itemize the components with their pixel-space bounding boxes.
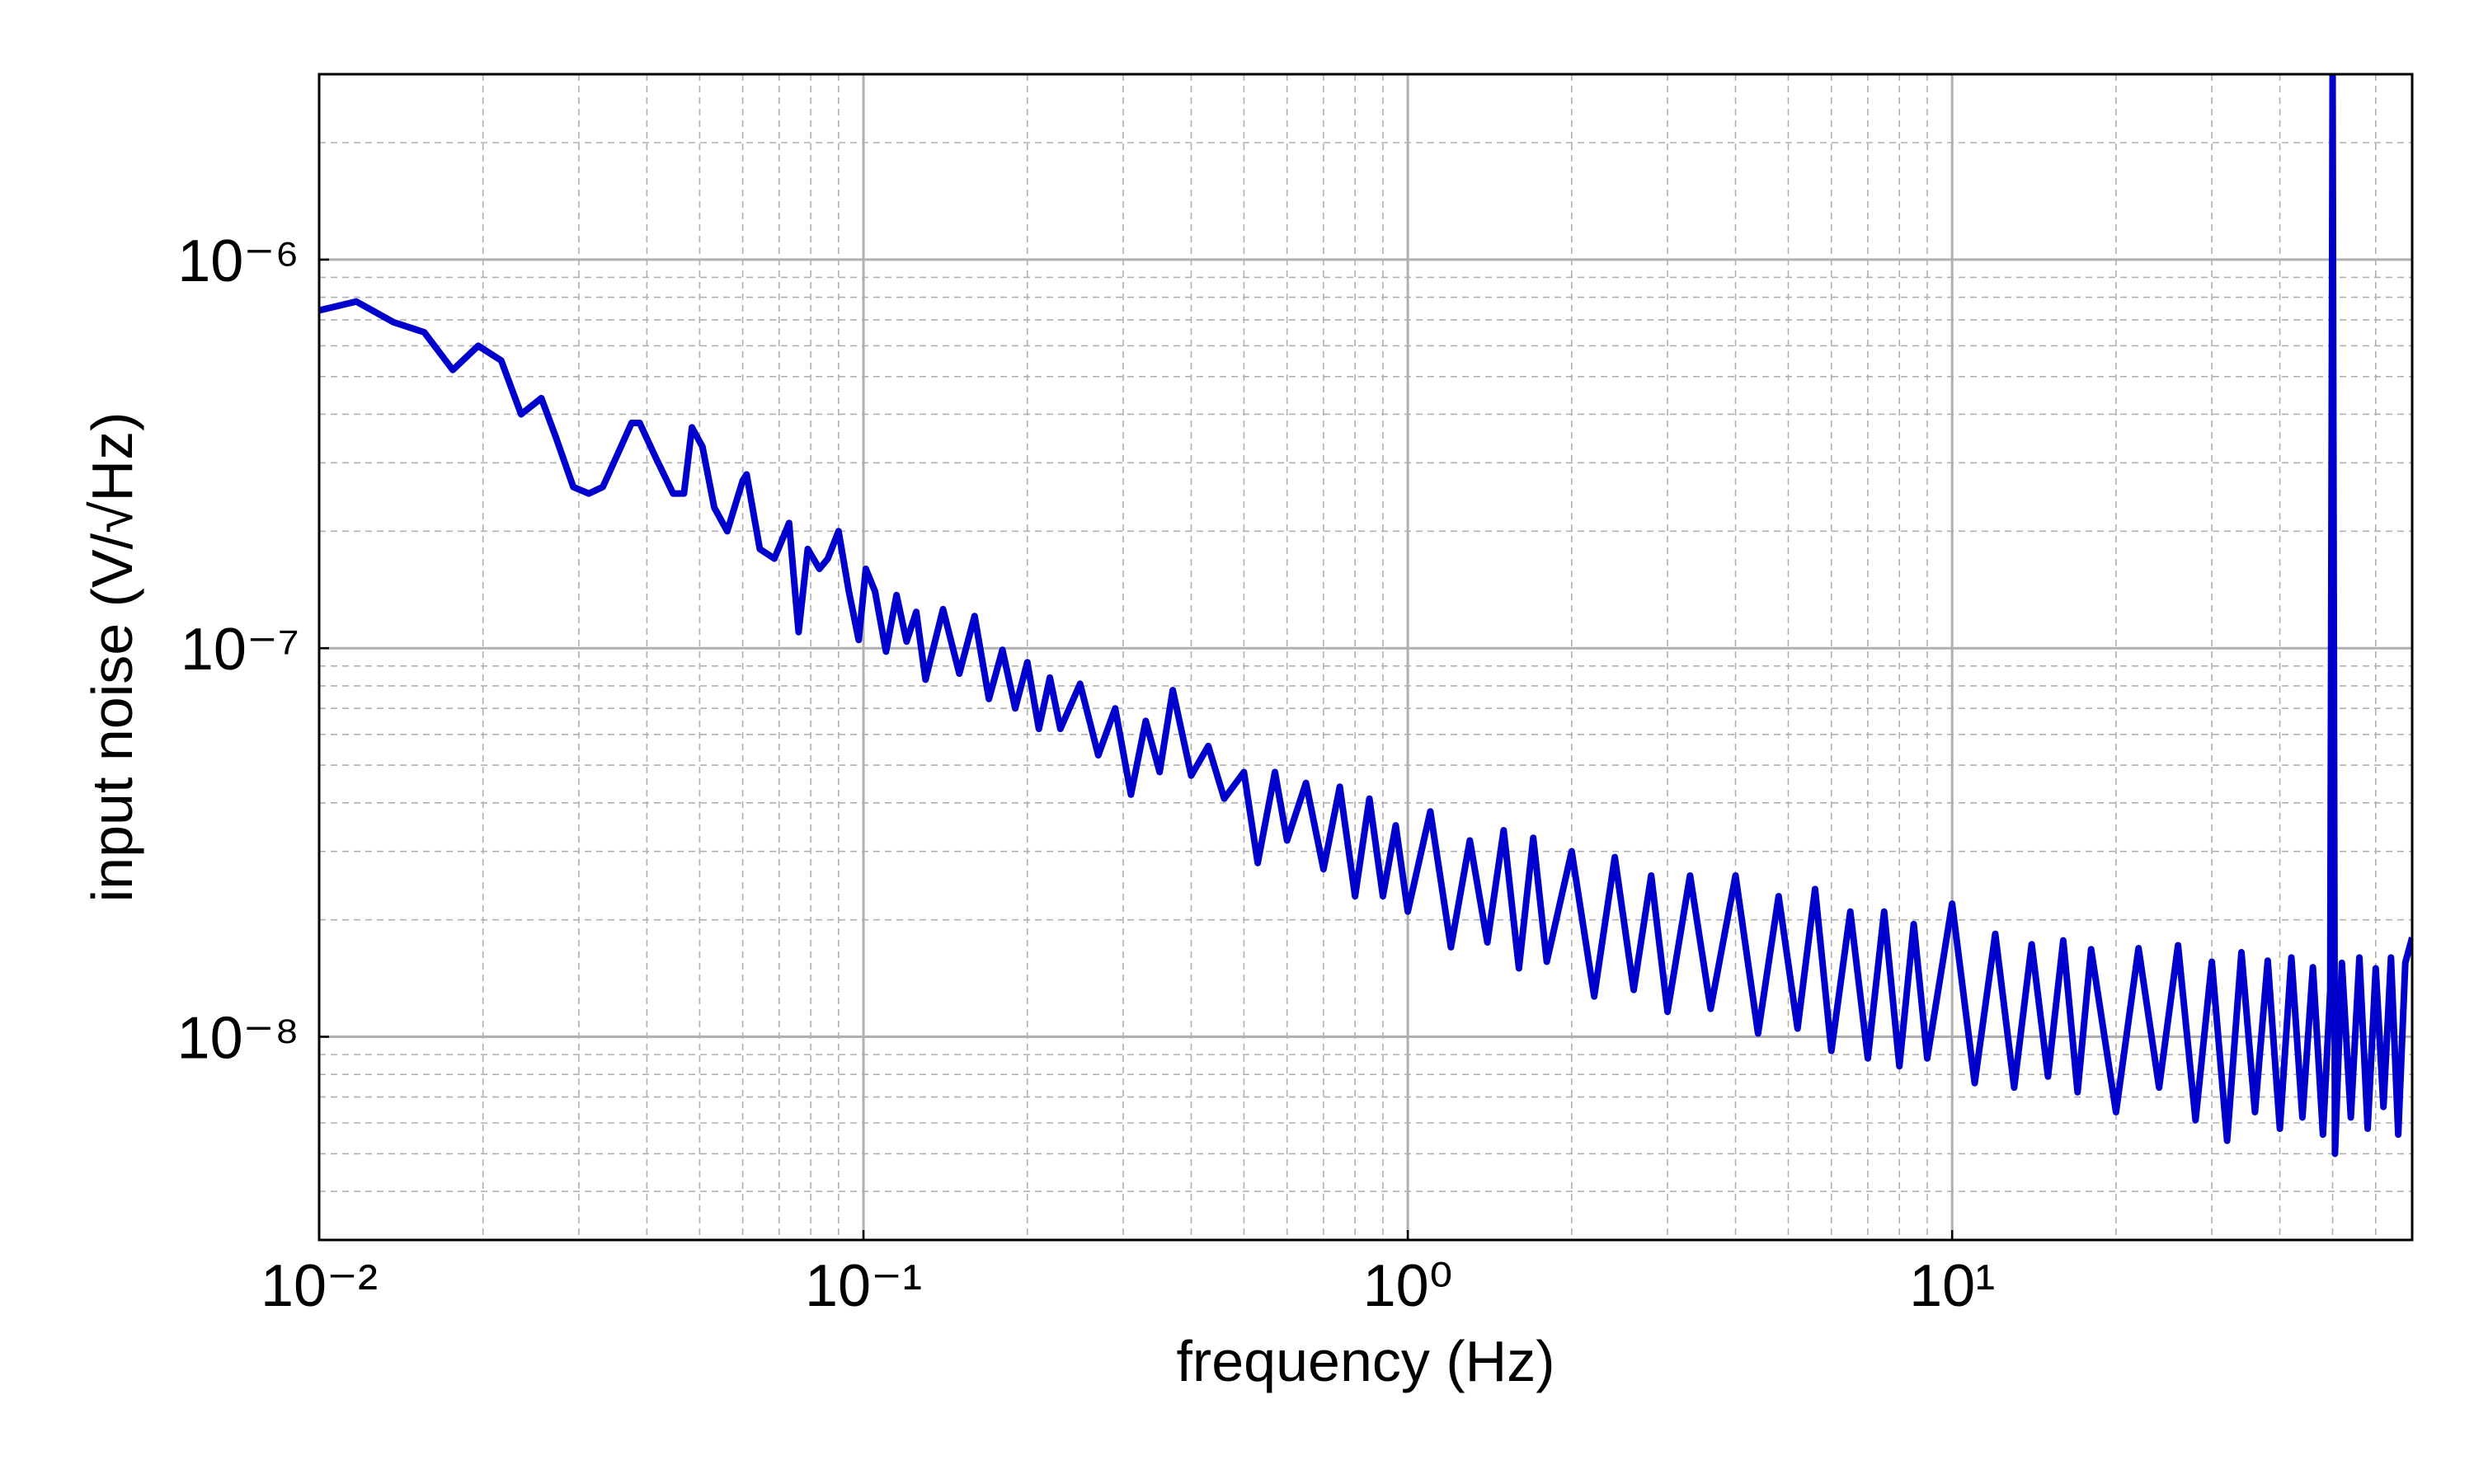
- y-tick-label: 10⁻⁸: [177, 1006, 299, 1072]
- y-tick-label: 10⁻⁷: [181, 617, 299, 683]
- series-line: [319, 74, 2412, 1158]
- x-tick-label: 10⁻²: [261, 1253, 378, 1319]
- x-tick-label: 10¹: [1909, 1253, 1995, 1319]
- plot-area: [319, 74, 2412, 1158]
- x-axis-label: frequency (Hz): [1176, 1329, 1554, 1393]
- y-axis-label: input noise (V/√Hz): [80, 412, 144, 903]
- x-tick-label: 10⁰: [1363, 1253, 1453, 1319]
- labels: 10⁻² 10⁻¹ 10⁰ 10¹ 10⁻⁸ 10⁻⁷ 10⁻⁶: [177, 228, 1996, 1319]
- y-tick-label: 10⁻⁶: [177, 228, 299, 294]
- plot-frame: [317, 73, 2414, 1242]
- x-tick-label: 10⁻¹: [805, 1253, 922, 1319]
